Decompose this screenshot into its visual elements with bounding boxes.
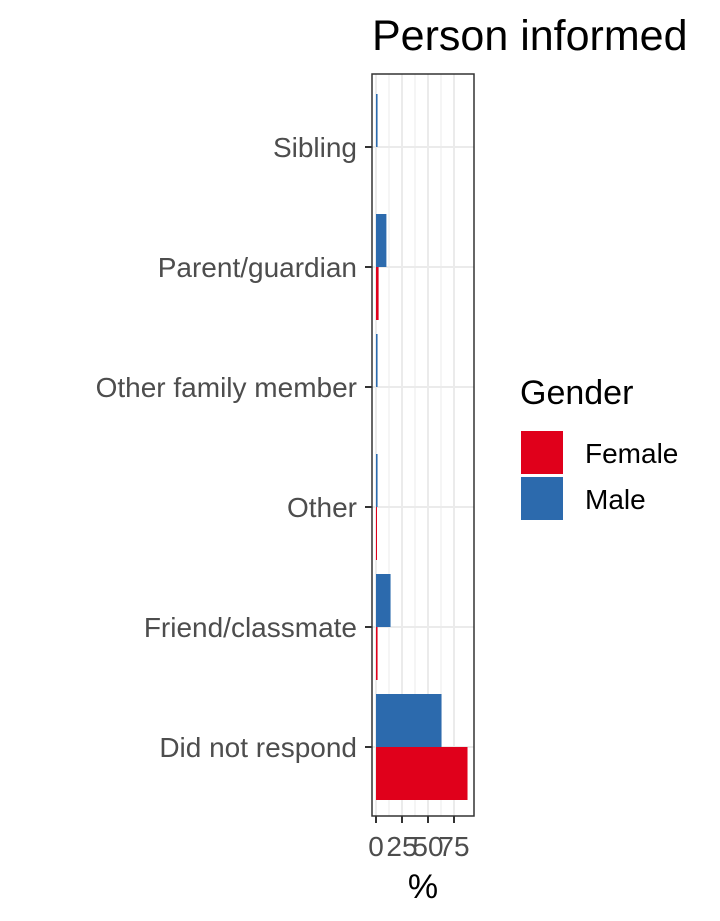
bar-female (376, 507, 377, 560)
y-tick-label: Did not respond (159, 732, 357, 763)
bar-male (376, 214, 387, 267)
x-tick-label: 25 (386, 831, 417, 862)
bar-male (376, 334, 378, 387)
x-tick-label: 0 (368, 831, 384, 862)
legend: Gender Female Male (520, 374, 678, 520)
legend-label-male: Male (585, 484, 646, 515)
x-axis-title: % (408, 868, 438, 906)
plot-panel (371, 73, 475, 817)
x-tick-label: 50 (412, 831, 443, 862)
bar-male (376, 94, 378, 147)
bar-male (376, 694, 442, 747)
legend-title: Gender (520, 374, 633, 412)
chart-title: Person informed (372, 12, 688, 60)
y-tick-label: Other (287, 492, 357, 523)
bar-male (376, 574, 391, 627)
legend-key-female (521, 431, 563, 474)
bar-female (376, 267, 379, 320)
bar-female (376, 747, 468, 800)
y-axis: Did not respond Friend/classmate Other Othe… (96, 132, 372, 763)
legend-key-male (521, 477, 563, 520)
legend-label-female: Female (585, 438, 678, 469)
y-tick-label: Sibling (273, 132, 357, 163)
bar-female (376, 627, 378, 680)
x-tick-label: 75 (438, 831, 469, 862)
y-tick-label: Friend/classmate (144, 612, 357, 643)
y-tick-label: Other family member (96, 372, 357, 403)
y-tick-label: Parent/guardian (158, 252, 357, 283)
panel-border (371, 73, 475, 817)
bar-male (376, 454, 378, 507)
